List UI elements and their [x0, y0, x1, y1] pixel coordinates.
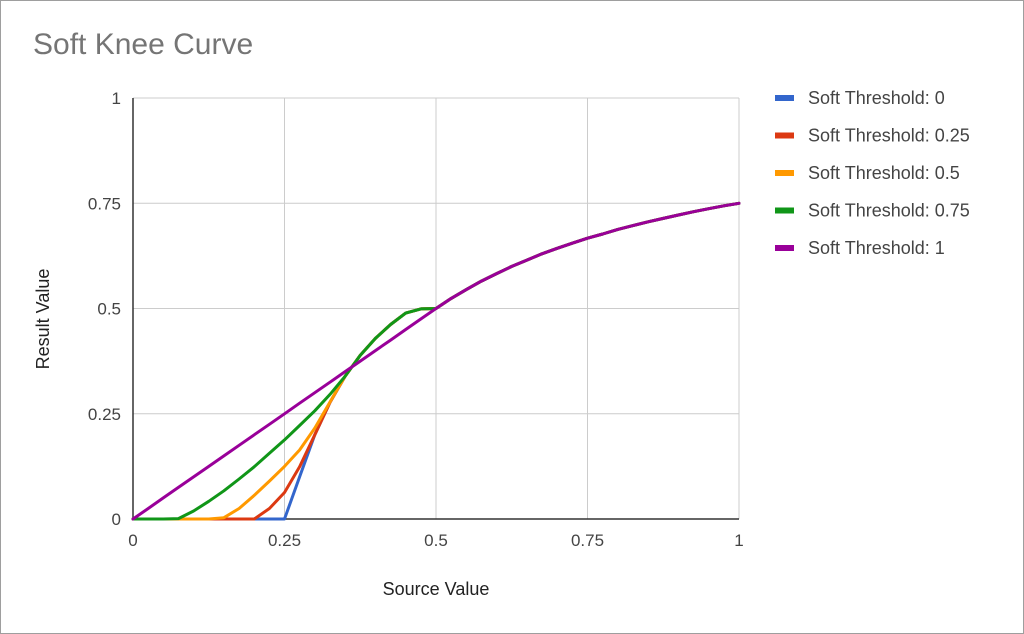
legend-label-3: Soft Threshold: 0.75 [808, 201, 970, 221]
y-tick-label: 0.25 [88, 405, 121, 424]
series-lines [131, 201, 741, 521]
tick-labels: 0 0.25 0.5 0.75 1 0 0.25 0.5 0.75 1 [88, 89, 744, 550]
legend: Soft Threshold: 0 Soft Threshold: 0.25 Sof… [775, 88, 970, 258]
legend-label-1: Soft Threshold: 0.25 [808, 126, 970, 146]
series-line-4 [131, 201, 741, 521]
y-tick-label: 0 [112, 510, 121, 529]
legend-swatch-2 [775, 170, 794, 176]
legend-swatch-1 [775, 132, 794, 139]
x-tick-label: 0.25 [268, 531, 301, 550]
y-tick-label: 1 [112, 89, 121, 108]
legend-swatch-3 [775, 207, 794, 214]
legend-label-2: Soft Threshold: 0.5 [808, 163, 960, 183]
x-tick-label: 0.75 [571, 531, 604, 550]
x-tick-label: 0.5 [424, 531, 448, 550]
legend-label-0: Soft Threshold: 0 [808, 88, 945, 108]
y-axis-title: Result Value [33, 269, 53, 370]
x-tick-label: 0 [128, 531, 137, 550]
x-axis-title: Source Value [383, 579, 490, 599]
legend-label-4: Soft Threshold: 1 [808, 238, 945, 258]
y-tick-label: 0.5 [97, 300, 121, 319]
x-tick-label: 1 [734, 531, 743, 550]
legend-swatch-4 [775, 245, 794, 251]
chart-title: Soft Knee Curve [33, 28, 254, 61]
legend-swatch-0 [775, 95, 794, 101]
y-tick-label: 0.75 [88, 194, 121, 213]
